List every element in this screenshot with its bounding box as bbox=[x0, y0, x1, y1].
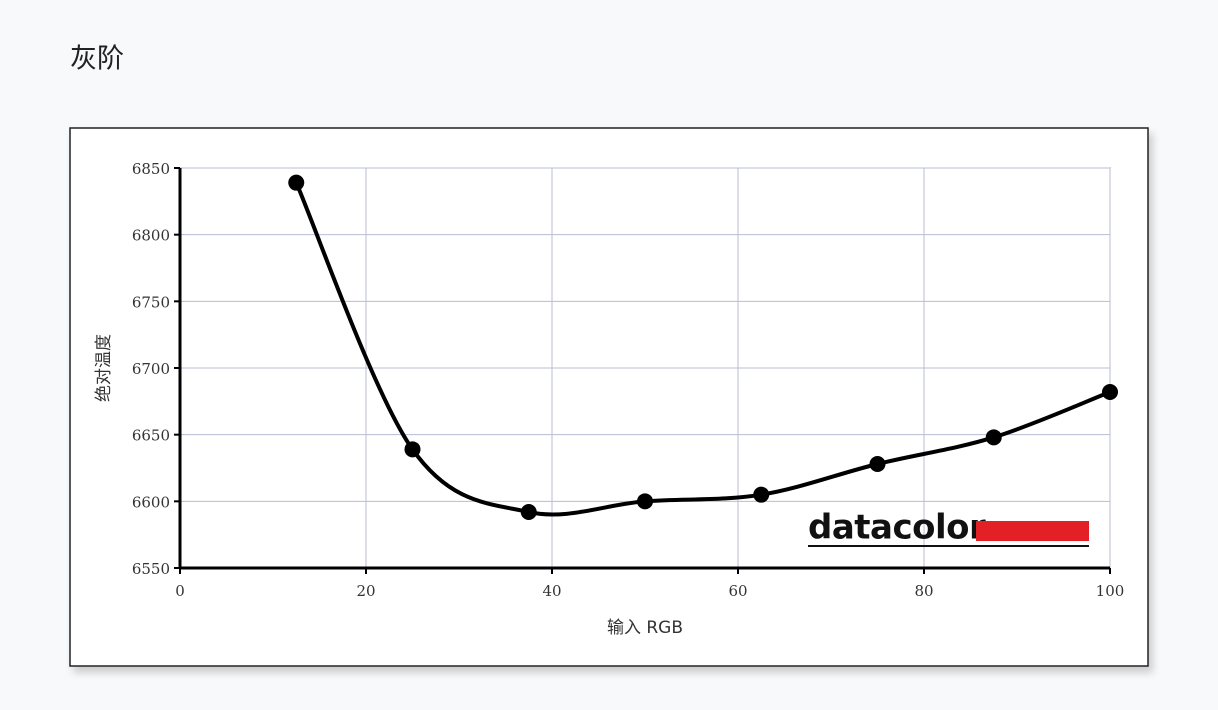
x-tick-label: 20 bbox=[356, 582, 375, 600]
page-title: 灰阶 bbox=[70, 44, 124, 75]
line bbox=[294, 181, 1111, 517]
x-tick-label: 40 bbox=[542, 582, 561, 600]
point bbox=[985, 429, 1002, 446]
y-tick-label: 6550 bbox=[132, 560, 170, 578]
y-tick-label: 6750 bbox=[132, 293, 170, 311]
y-tick-label: 6600 bbox=[132, 493, 170, 511]
point bbox=[869, 456, 886, 472]
logo-bar bbox=[976, 521, 1089, 541]
x-axis-label: 输入 RGB bbox=[607, 618, 683, 638]
plot-area: 6550 6600 6650 6700 6750 6800 6850 0 20 40 60 80 100 bbox=[132, 160, 1125, 600]
x-tick-label: 60 bbox=[728, 582, 747, 600]
point bbox=[404, 441, 421, 458]
x-tick-label: 100 bbox=[1096, 582, 1125, 600]
y-axis-label: 绝对温度 bbox=[94, 334, 114, 402]
point bbox=[288, 174, 305, 191]
point bbox=[1102, 384, 1118, 400]
x-tick-label: 0 bbox=[175, 582, 185, 600]
point bbox=[637, 493, 653, 510]
logo: datacolor bbox=[808, 508, 986, 548]
point bbox=[520, 504, 537, 520]
y-tick-label: 6650 bbox=[132, 427, 170, 445]
y-tick-label: 6850 bbox=[132, 160, 170, 178]
x-tick-label: 80 bbox=[914, 582, 933, 600]
point bbox=[753, 486, 770, 503]
y-tick-label: 6700 bbox=[132, 360, 170, 378]
y-tick-label: 6800 bbox=[132, 227, 170, 245]
